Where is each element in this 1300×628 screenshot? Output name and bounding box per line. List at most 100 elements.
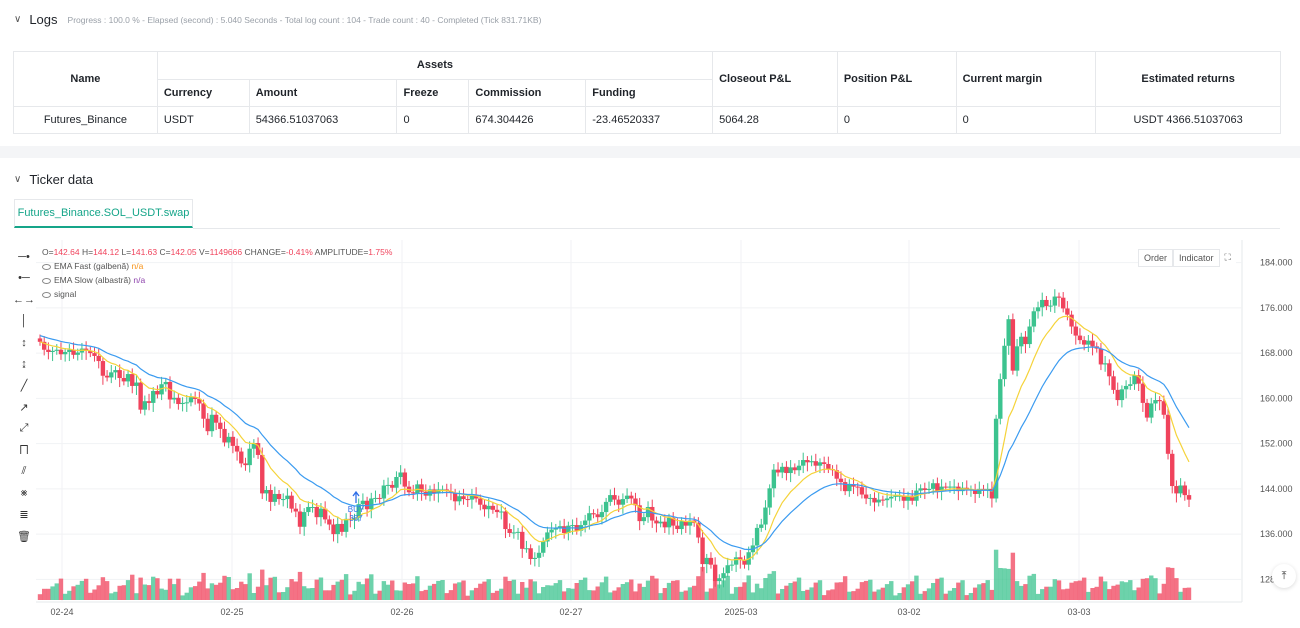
tab-sol-usdt-swap[interactable]: Futures_Binance.SOL_USDT.swap (14, 199, 193, 228)
eye-icon[interactable] (42, 291, 51, 298)
extended-line-icon[interactable]: ⤢ (19, 422, 29, 435)
cell-commission: 674.304426 (468, 106, 587, 134)
candle-body (683, 521, 688, 526)
candle-body (226, 436, 231, 443)
chevron-down-icon[interactable]: ∨ (14, 14, 22, 25)
order-button[interactable]: Order (1138, 249, 1174, 267)
vertical-segment-icon[interactable]: ↨ (21, 358, 27, 371)
candle-body (679, 521, 684, 530)
volume-bar (1140, 578, 1146, 600)
legend-ema-slow[interactable]: EMA Slow (albastră) n/a (42, 275, 145, 285)
volume-bar (251, 593, 257, 600)
candle-body (96, 355, 101, 362)
candle-body (591, 513, 596, 515)
candle-body (725, 565, 730, 574)
volume-bar (88, 592, 93, 600)
volume-bar (373, 593, 378, 600)
candle-body (247, 448, 252, 466)
ticker-title: Ticker data (29, 172, 94, 187)
candle-body (151, 391, 156, 403)
candle-body (1081, 340, 1087, 345)
volume-bar (637, 583, 642, 600)
candle-body (868, 497, 873, 499)
volume-bar (578, 580, 584, 600)
candle-body (637, 505, 642, 522)
volume-bar (1019, 585, 1024, 600)
volume-bar (1107, 589, 1112, 600)
legend-signal[interactable]: signal (42, 289, 76, 299)
price-line-icon[interactable]: ⨅ (19, 443, 29, 456)
logs-header[interactable]: ∨ Logs Progress : 100.0 % - Elapsed (sec… (14, 12, 541, 27)
volume-bar (1052, 579, 1058, 600)
candle-body (838, 478, 844, 483)
volume-bar (821, 595, 827, 600)
candle-body (499, 511, 504, 513)
volume-bar (452, 583, 458, 600)
volume-bar (209, 583, 215, 600)
candle-body (457, 496, 462, 502)
volume-bar (188, 587, 194, 600)
vertical-line-icon[interactable]: ↕ (21, 336, 27, 349)
fullscreen-icon[interactable]: ⛶ (1219, 249, 1236, 267)
candle-body (486, 505, 491, 510)
volume-bar (264, 585, 269, 600)
volume-bar (486, 579, 491, 600)
parallel-channel-icon[interactable]: ⫽ (21, 465, 27, 478)
vertical-ray-icon[interactable]: │ (20, 315, 28, 328)
eye-icon[interactable] (42, 263, 51, 270)
volume-bar (989, 589, 995, 600)
ruler-icon[interactable]: ≣ (19, 509, 29, 522)
volume-bar (377, 590, 382, 600)
volume-bar (255, 586, 261, 600)
legend-ema-fast-value: n/a (131, 261, 144, 271)
ohlc-l-label: L= (121, 247, 132, 257)
candle-body (146, 401, 152, 403)
volume-bar (993, 549, 999, 600)
candle-body (125, 374, 131, 382)
horizontal-line-icon[interactable]: •─ (18, 272, 30, 285)
scroll-top-button[interactable]: ⤒ (1272, 564, 1296, 588)
candle-body (218, 422, 223, 429)
volume-bar (624, 582, 630, 600)
volume-bar (402, 582, 408, 600)
horizontal-segment-icon[interactable]: ←→ (13, 293, 35, 306)
candle-body (276, 493, 282, 500)
candle-body (142, 401, 148, 410)
eye-icon[interactable] (42, 277, 51, 284)
legend-ema-fast[interactable]: EMA Fast (galbenă) n/a (42, 261, 143, 271)
candle-body (293, 508, 298, 512)
indicator-button[interactable]: Indicator (1173, 249, 1220, 267)
volume-bar (897, 593, 902, 600)
ticker-header[interactable]: ∨ Ticker data (14, 172, 93, 187)
horizontal-ray-icon[interactable]: ─• (18, 250, 30, 263)
trash-icon[interactable]: 🗑 (17, 530, 31, 543)
buy-value: 387 (349, 514, 363, 523)
chevron-down-icon[interactable]: ∨ (14, 174, 22, 185)
fibonacci-icon[interactable]: ⨳ (20, 486, 28, 499)
candle-body (788, 467, 793, 474)
volume-bar (444, 593, 449, 600)
volume-bar (41, 588, 47, 600)
candle-body (582, 520, 588, 526)
candle-body (1019, 336, 1024, 347)
volume-bar (830, 589, 835, 600)
trend-line-icon[interactable]: ╱ (20, 380, 28, 393)
candle-body (390, 484, 395, 488)
volume-bar (943, 593, 948, 600)
candle-body (1027, 326, 1032, 345)
volume-bar (532, 581, 538, 600)
volume-bar (570, 588, 575, 600)
volume-bar (423, 589, 428, 600)
candle-body (1102, 363, 1108, 365)
candle-body (490, 505, 496, 510)
candle-body (1115, 389, 1120, 401)
candle-body (1069, 314, 1074, 327)
volume-bar (390, 580, 395, 600)
candle-body (511, 532, 517, 534)
candle-body (536, 552, 542, 558)
candlestick-chart[interactable]: 184.000 176.000 168.000 160.000 152.000 144.0… (0, 158, 1300, 628)
cell-margin: 0 (955, 106, 1097, 134)
volume-bar (411, 583, 416, 600)
ray-line-icon[interactable]: ↗ (19, 401, 29, 414)
volume-bar (691, 585, 697, 600)
